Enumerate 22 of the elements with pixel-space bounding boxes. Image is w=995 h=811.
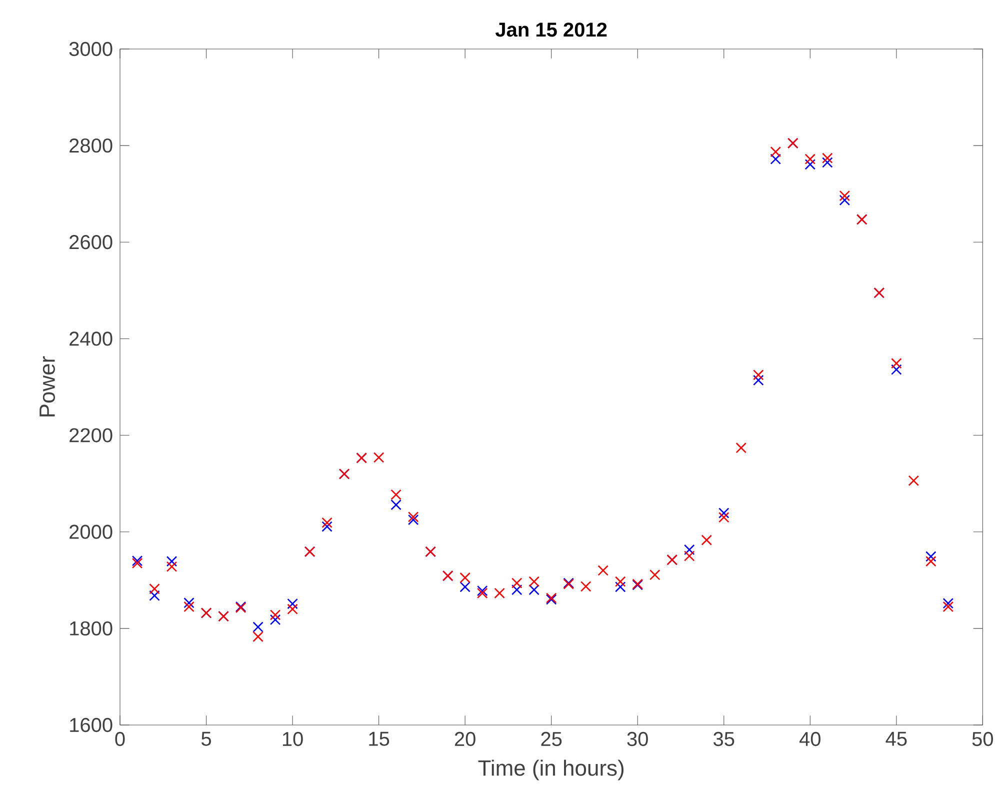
x-tick-label: 30: [627, 732, 648, 746]
x-tick-label: 10: [282, 732, 303, 746]
x-axis-title: Time (in hours): [478, 760, 624, 780]
x-tick-label: 40: [799, 732, 820, 746]
chart-title: Jan 15 2012: [495, 22, 607, 37]
y-tick-label: 2200: [70, 428, 112, 442]
x-tick-label: 45: [886, 732, 907, 746]
y-tick-label: 1800: [70, 621, 112, 636]
x-tick-label: 50: [972, 732, 993, 746]
x-tick-label: 20: [454, 732, 476, 746]
y-tick-label: 2400: [70, 332, 112, 346]
x-tick-label: 25: [541, 732, 562, 746]
y-axis-title: Power: [40, 356, 55, 416]
y-tick-label: 1600: [70, 718, 112, 732]
y-tick-label: 2600: [70, 235, 112, 250]
x-tick-label: 5: [202, 732, 211, 746]
x-tick-label: 35: [714, 732, 734, 746]
y-tick-label: 2000: [70, 524, 112, 539]
x-tick-label: 0: [115, 732, 125, 746]
y-tick-label: 3000: [69, 42, 112, 56]
y-tick-label: 2800: [70, 138, 112, 153]
x-tick-label: 15: [369, 732, 390, 746]
